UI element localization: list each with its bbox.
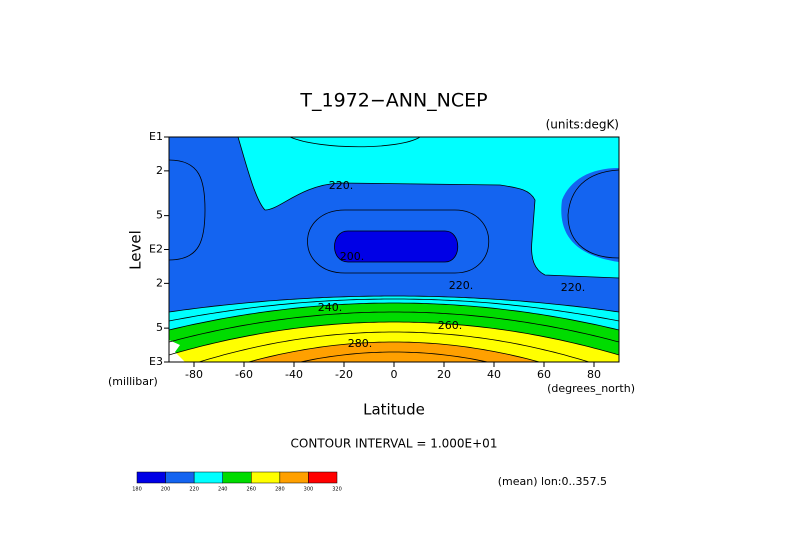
x-tick-label: 80 <box>587 368 601 381</box>
contour-line <box>169 302 619 331</box>
colorbar-label: 300 <box>304 487 314 493</box>
contour-line <box>567 169 619 259</box>
x-tick-label: -40 <box>285 368 303 381</box>
x-tick-label: 0 <box>391 368 398 381</box>
colorbar-box <box>193 471 223 484</box>
contour-label: 200. <box>340 250 365 263</box>
footnote: CONTOUR INTERVAL = 1.000E+01 <box>291 437 498 451</box>
y-tick-label: E2 <box>149 243 163 256</box>
colorbar-label: 180 <box>132 487 142 493</box>
units-label: (units:degK) <box>546 118 619 132</box>
contour-line <box>298 351 490 362</box>
contour-line <box>169 311 619 343</box>
contour-lines <box>169 137 619 362</box>
x-axis-label: Latitude <box>363 401 425 419</box>
y-tick-label: E3 <box>149 355 163 368</box>
contour-label: 260. <box>438 319 463 332</box>
colorbar-box <box>308 471 338 484</box>
contour-line <box>197 331 591 362</box>
contour-fill <box>169 340 185 362</box>
contour-line <box>169 159 206 261</box>
contour-label: 220. <box>561 281 586 294</box>
mean-note: (mean) lon:0..357.5 <box>498 475 607 488</box>
y-tick-label: 5 <box>156 209 163 222</box>
x-tick-label: 20 <box>437 368 451 381</box>
contour-line <box>169 298 619 322</box>
contour-label: 280. <box>348 337 373 350</box>
contour-line <box>334 230 458 263</box>
contour-line <box>169 321 619 356</box>
contour-fills <box>169 137 619 362</box>
contour-line <box>307 209 489 274</box>
colorbar-label: 200 <box>161 487 171 493</box>
x-tick-label: 60 <box>537 368 551 381</box>
colorbar-label: 280 <box>275 487 285 493</box>
colorbar-box <box>251 471 281 484</box>
y-tick-label: 2 <box>156 276 163 289</box>
y-tick-label: 5 <box>156 321 163 334</box>
colorbar-label: 260 <box>247 487 257 493</box>
colorbar-label: 320 <box>332 487 342 493</box>
y-axis-label: Level <box>127 230 145 270</box>
colorbar-box <box>222 471 252 484</box>
colorbar-box <box>165 471 195 484</box>
contour-line <box>169 295 619 313</box>
contour-label: 220. <box>329 179 354 192</box>
contour-line <box>289 137 421 148</box>
contour-label: 220. <box>449 279 474 292</box>
colorbar-box <box>279 471 309 484</box>
colorbar-box <box>136 471 166 484</box>
y-tick-label: E1 <box>149 130 163 143</box>
contour-line <box>247 341 541 362</box>
x-unit-label: (degrees_north) <box>547 382 635 395</box>
x-tick-label: -20 <box>335 368 353 381</box>
chart-title: T_1972−ANN_NCEP <box>299 90 487 112</box>
x-tick-label: -80 <box>185 368 203 381</box>
x-tick-label: -60 <box>235 368 253 381</box>
contour-fill <box>238 137 619 278</box>
y-unit-label: (millibar) <box>108 375 158 388</box>
contour-fill <box>334 231 458 262</box>
colorbar-label: 240 <box>218 487 228 493</box>
contour-label: 240. <box>318 301 343 314</box>
contour-line <box>237 137 619 279</box>
x-tick-label: 40 <box>487 368 501 381</box>
colorbar-label: 220 <box>189 487 199 493</box>
y-tick-label: 2 <box>156 164 163 177</box>
